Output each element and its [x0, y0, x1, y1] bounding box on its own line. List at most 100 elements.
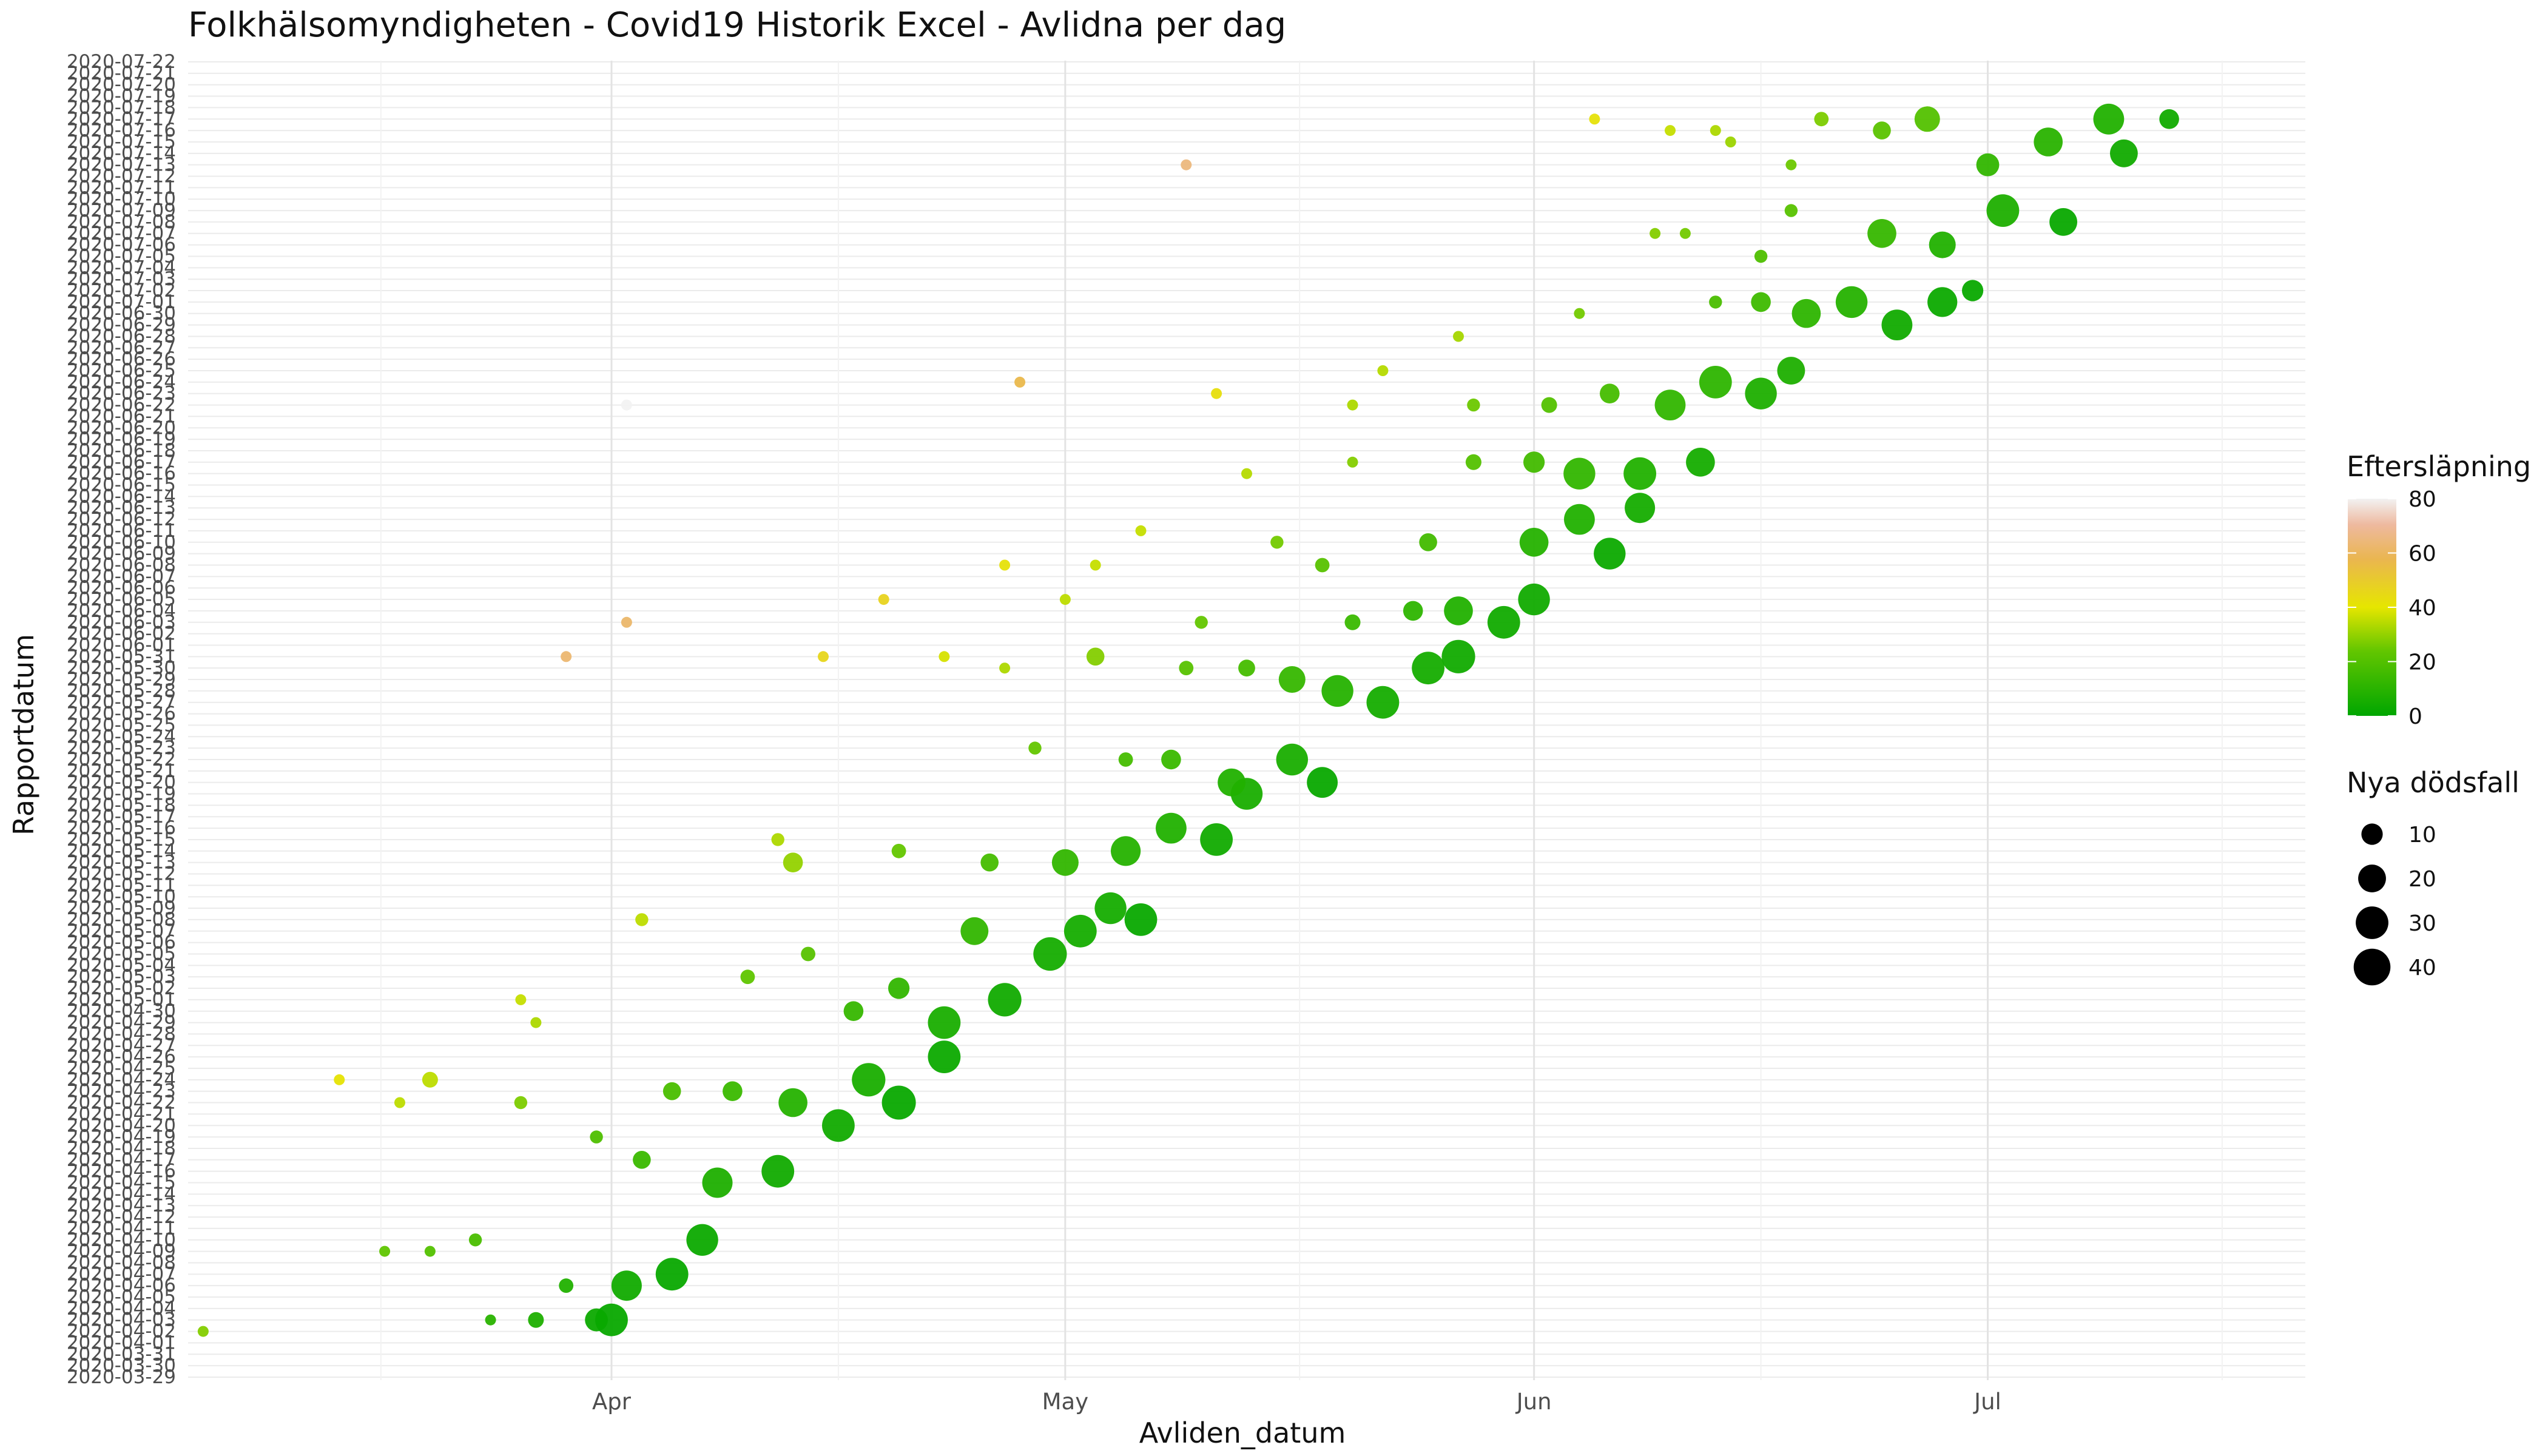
y-tick-label: 2020-07-15 [67, 131, 176, 153]
data-point [590, 1130, 603, 1144]
y-tick-label: 2020-07-11 [67, 177, 176, 198]
size-legend-key [2353, 948, 2391, 986]
data-point [1028, 741, 1042, 755]
data-point [1014, 376, 1026, 388]
data-point [1881, 309, 1913, 340]
data-point [1444, 596, 1473, 625]
y-tick-label: 2020-05-04 [67, 954, 176, 976]
color-legend-label: 40 [2408, 596, 2436, 621]
y-tick-label: 2020-04-03 [67, 1309, 176, 1331]
data-point [1090, 559, 1101, 571]
data-point [1111, 836, 1141, 866]
data-point [1377, 365, 1389, 376]
data-point [686, 1224, 718, 1256]
data-point [1785, 159, 1797, 170]
y-tick-label: 2020-07-14 [67, 143, 176, 164]
size-legend-label: 20 [2408, 867, 2436, 892]
data-point [878, 594, 889, 605]
data-point [1709, 295, 1722, 309]
y-tick-label: 2020-07-18 [67, 96, 176, 118]
color-legend-title: Eftersläpning [2347, 450, 2531, 483]
data-point [1873, 121, 1891, 140]
y-tick-label: 2020-06-25 [67, 360, 176, 382]
data-point [1523, 451, 1545, 473]
y-tick-label: 2020-04-16 [67, 1161, 176, 1182]
data-point [1307, 767, 1338, 798]
y-tick-label: 2020-06-17 [67, 451, 176, 473]
data-point [1962, 280, 1984, 302]
data-point [1745, 377, 1777, 410]
data-point [1059, 594, 1071, 605]
data-point [1218, 768, 1245, 797]
y-tick-label: 2020-04-09 [67, 1241, 176, 1262]
data-point [1754, 249, 1768, 263]
y-tick-label: 2020-06-28 [67, 325, 176, 347]
data-point [928, 1040, 961, 1073]
data-point [394, 1097, 405, 1108]
data-point [761, 1154, 795, 1188]
data-point [939, 651, 950, 662]
y-tick-label: 2020-04-12 [67, 1206, 176, 1228]
data-point [1589, 113, 1600, 125]
y-tick-label: 2020-06-13 [67, 497, 176, 519]
data-point [422, 1071, 438, 1088]
color-legend-label: 80 [2408, 487, 2436, 512]
data-point [197, 1326, 209, 1337]
y-tick-label: 2020-06-01 [67, 634, 176, 656]
size-legend-key [2356, 906, 2388, 939]
data-point [1710, 125, 1721, 136]
data-point [1453, 331, 1464, 342]
y-tick-label: 2020-05-01 [67, 989, 176, 1011]
y-tick-label: 2020-04-22 [67, 1092, 176, 1114]
size-legend-keys: 10 20 30 40 [2353, 823, 2436, 986]
y-tick-label: 2020-06-12 [67, 508, 176, 530]
data-point [1814, 112, 1829, 127]
color-legend-label: 20 [2408, 650, 2436, 675]
y-tick-label: 2020-06-21 [67, 405, 176, 427]
y-tick-label: 2020-05-26 [67, 703, 176, 725]
y-tick-label: 2020-05-14 [67, 840, 176, 862]
data-point [1181, 159, 1192, 170]
y-tick-label: 2020-06-06 [67, 577, 176, 599]
data-point [595, 1303, 628, 1336]
data-point [1344, 614, 1361, 630]
y-tick-label: 2020-05-03 [67, 966, 176, 988]
y-tick-label: 2020-04-24 [67, 1069, 176, 1091]
data-point [1563, 457, 1596, 490]
y-tick-label: 2020-05-10 [67, 886, 176, 908]
chart-title: Folkhälsomyndigheten - Covid19 Historik … [188, 5, 1286, 45]
y-tick-label: 2020-07-04 [67, 257, 176, 278]
data-point [778, 1088, 807, 1117]
y-tick-label: 2020-04-28 [67, 1023, 176, 1045]
y-tick-label: 2020-07-21 [67, 62, 176, 84]
data-point [740, 969, 755, 985]
y-tick-label: 2020-06-02 [67, 623, 176, 645]
data-point [2049, 208, 2078, 236]
y-tick-label: 2020-06-19 [67, 428, 176, 450]
data-point [528, 1312, 544, 1328]
data-point [2093, 103, 2125, 135]
data-point [822, 1109, 855, 1142]
y-tick-label: 2020-07-20 [67, 74, 176, 96]
data-point [514, 1096, 528, 1110]
y-tick-label: 2020-04-25 [67, 1057, 176, 1079]
y-tick-label: 2020-06-09 [67, 543, 176, 565]
y-tick-label: 2020-04-27 [67, 1034, 176, 1056]
y-tick-label: 2020-06-26 [67, 348, 176, 370]
data-point [1161, 749, 1181, 770]
y-tick-label: 2020-05-16 [67, 817, 176, 839]
y-tick-label: 2020-04-11 [67, 1218, 176, 1239]
data-point [1777, 357, 1805, 385]
y-tick-label: 2020-05-09 [67, 897, 176, 919]
y-tick-labels: 2020-03-292020-03-302020-03-312020-04-01… [67, 51, 176, 1388]
data-point [635, 913, 649, 926]
data-point [655, 1258, 689, 1291]
size-legend: Nya dödsfall 10 20 30 40 [2347, 766, 2519, 986]
y-tick-label: 2020-07-06 [67, 234, 176, 256]
data-point [1441, 639, 1475, 673]
y-tick-label: 2020-06-27 [67, 337, 176, 359]
data-point [611, 1270, 642, 1301]
y-tick-label: 2020-07-08 [67, 211, 176, 233]
data-point [1419, 533, 1437, 551]
data-point [1124, 903, 1158, 936]
